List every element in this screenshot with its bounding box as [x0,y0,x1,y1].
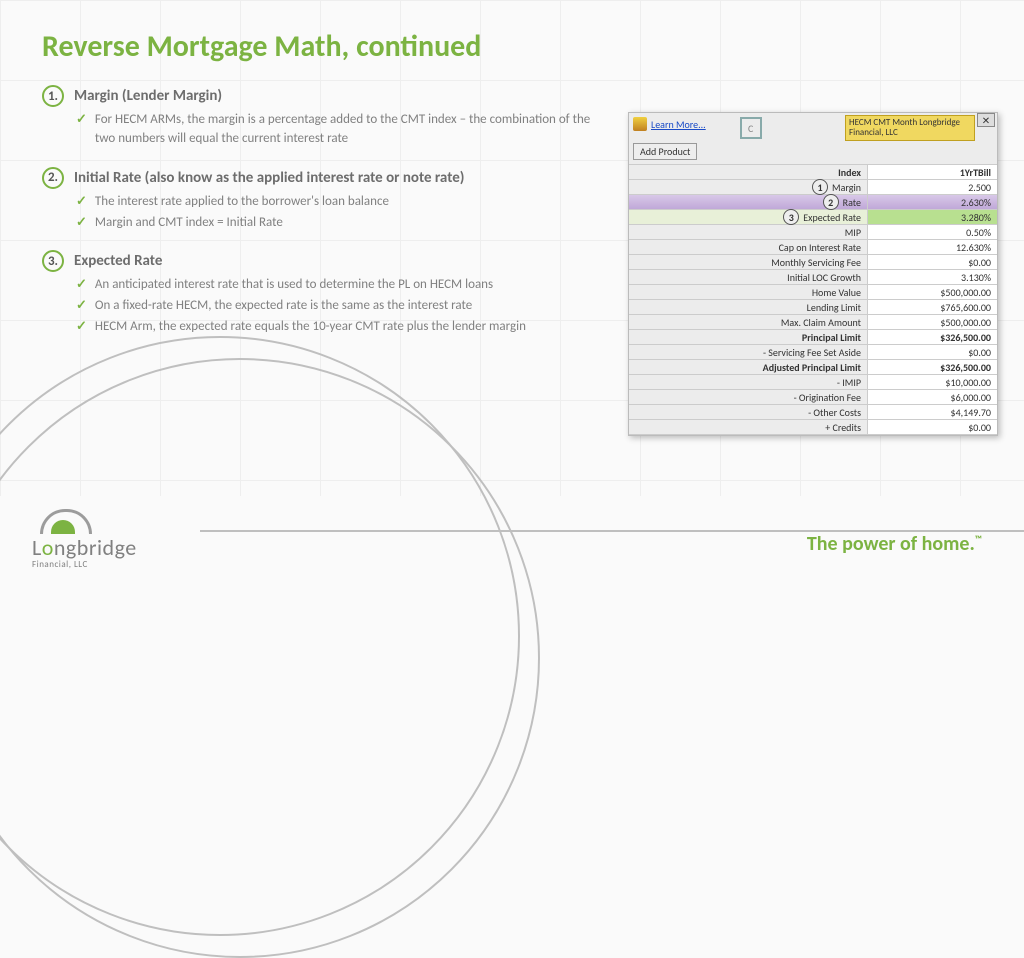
section-2: 2. Initial Rate (also know as the applie… [42,167,602,233]
check-icon: ✓ [76,318,87,337]
check-icon: ✓ [76,297,87,316]
bullet-text: Margin and CMT index = Initial Rate [95,214,283,233]
page-title: Reverse Mortgage Math, continued [42,28,982,65]
section-3: 3. Expected Rate ✓ An anticipated interes… [42,250,602,337]
check-icon: ✓ [76,193,87,212]
row-label: - IMIP [629,376,867,389]
row-value: $0.00 [867,420,997,434]
table-row: - Other Costs$4,149.70 [629,405,997,420]
section-number-3: 3. [42,250,64,272]
logo-text: Longbridge [32,534,137,561]
check-icon: ✓ [76,111,87,149]
sections-column: 1. Margin (Lender Margin) ✓For HECM ARMs… [42,85,602,337]
section-title-3: Expected Rate [74,252,162,270]
table-row: - Servicing Fee Set Aside$0.00 [629,345,997,360]
check-icon: ✓ [76,276,87,295]
footer: Longbridge Financial, LLC The power of h… [0,496,1024,576]
row-label: - Servicing Fee Set Aside [629,346,867,359]
check-icon: ✓ [76,214,87,233]
bullet-text: HECM Arm, the expected rate equals the 1… [95,318,526,337]
row-value: $0.00 [867,345,997,359]
row-value: $10,000.00 [867,375,997,389]
row-label: Adjusted Principal Limit [629,361,867,374]
section-number-1: 1. [42,85,64,107]
logo-mark-icon [40,512,86,534]
table-row: - IMIP$10,000.00 [629,375,997,390]
bullet-text: For HECM ARMs, the margin is a percentag… [95,111,602,149]
table-row: - Origination Fee$6,000.00 [629,390,997,405]
tagline: The power of home.™ [807,532,982,556]
section-1: 1. Margin (Lender Margin) ✓For HECM ARMs… [42,85,602,149]
row-value: $326,500.00 [867,360,997,374]
bullet-text: On a fixed-rate HECM, the expected rate … [95,297,472,316]
table-row: + Credits$0.00 [629,420,997,435]
row-value: $6,000.00 [867,390,997,404]
bullet-text: The interest rate applied to the borrowe… [95,193,389,212]
bullet-text: An anticipated interest rate that is use… [95,276,493,295]
row-label: + Credits [629,421,867,434]
section-title-2: Initial Rate (also know as the applied i… [74,169,464,187]
row-value: $4,149.70 [867,405,997,419]
table-row: Adjusted Principal Limit$326,500.00 [629,360,997,375]
section-number-2: 2. [42,167,64,189]
row-label: - Other Costs [629,406,867,419]
row-label: - Origination Fee [629,391,867,404]
logo: Longbridge Financial, LLC [32,512,137,570]
section-title-1: Margin (Lender Margin) [74,87,222,105]
